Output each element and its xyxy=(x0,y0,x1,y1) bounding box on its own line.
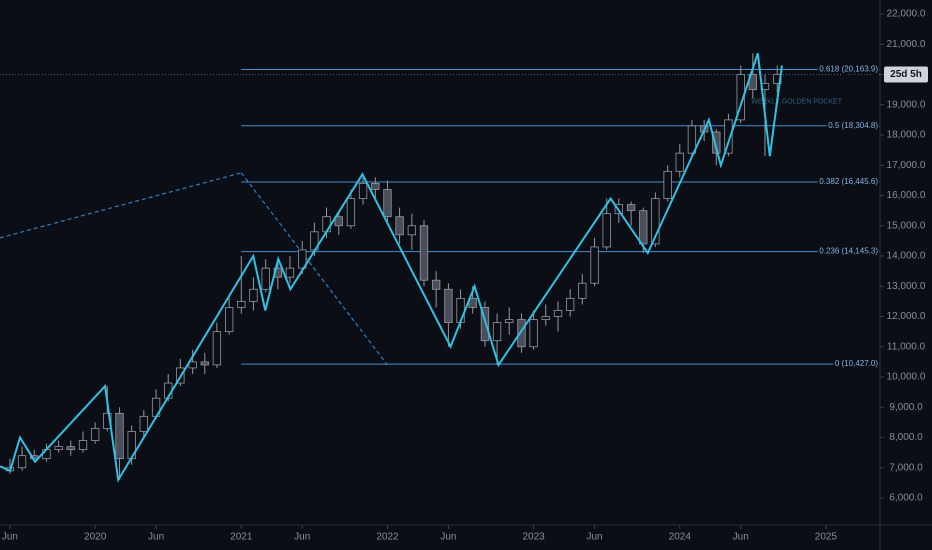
candle-body xyxy=(90,428,100,441)
price-tag xyxy=(884,66,928,83)
y-tick-label: 7,000.0 xyxy=(889,462,923,473)
x-tick-label: 2022 xyxy=(376,532,399,543)
candle-body xyxy=(346,198,356,227)
candle-body xyxy=(395,216,404,236)
y-tick-label: 22,000.0 xyxy=(887,9,926,20)
candle-body xyxy=(212,331,222,366)
candle-body xyxy=(517,319,526,348)
candle-body xyxy=(602,213,611,248)
fib-label: 0.618 (20,163.9) xyxy=(819,65,878,74)
y-tick-label: 10,000.0 xyxy=(887,372,926,383)
y-tick-label: 21,000.0 xyxy=(887,39,926,50)
candle-body xyxy=(322,216,331,233)
candle-body xyxy=(663,170,672,199)
candle-body xyxy=(590,246,599,284)
fib-label: 0.382 (16,445.6) xyxy=(819,177,878,186)
candle-body xyxy=(407,225,417,236)
zigzag-line xyxy=(0,53,783,483)
candle-body xyxy=(383,189,392,218)
candle-body xyxy=(553,310,563,317)
y-tick-label: 11,000.0 xyxy=(887,341,926,352)
candle-body xyxy=(675,152,684,172)
countdown: 25d 5h xyxy=(890,69,922,80)
y-tick-label: 8,000.0 xyxy=(889,432,923,443)
x-tick-label: 2020 xyxy=(84,532,107,543)
candle-body xyxy=(736,74,745,121)
candle-body xyxy=(115,412,124,460)
candle-body xyxy=(492,322,502,342)
candle-body xyxy=(578,282,587,299)
candle-body xyxy=(285,267,295,278)
candle-body xyxy=(480,307,490,342)
x-tick-label: 2021 xyxy=(230,532,253,543)
candle-body xyxy=(78,440,88,451)
candle-body xyxy=(225,307,234,333)
candle-body xyxy=(261,267,270,290)
candle-body xyxy=(712,131,721,154)
pocket-label: WEEKLY GOLDEN POCKET xyxy=(751,99,842,106)
y-tick-label: 15,000.0 xyxy=(887,220,926,231)
candle-body xyxy=(431,279,441,290)
candle-body xyxy=(687,125,697,154)
candle-body xyxy=(724,119,733,154)
candle-body xyxy=(565,297,575,311)
x-tick-label: Jun xyxy=(2,532,18,543)
x-tick-label: 2023 xyxy=(522,532,545,543)
candle-body xyxy=(188,361,197,369)
candle-body xyxy=(529,319,538,348)
y-tick-label: 18,000.0 xyxy=(887,130,926,141)
candle-body xyxy=(371,183,380,190)
candle-body xyxy=(358,183,368,199)
x-tick-label: Jun xyxy=(733,532,749,543)
candle-body xyxy=(298,249,307,269)
candle-body xyxy=(237,300,246,308)
candle-body xyxy=(456,297,465,323)
candle-body xyxy=(541,316,550,320)
fib-label: 0.5 (18,304.8) xyxy=(828,121,878,130)
candle-body xyxy=(200,361,209,366)
candle-body xyxy=(626,204,636,212)
candle-body xyxy=(505,319,514,323)
trendline xyxy=(240,172,388,366)
candle-body xyxy=(249,288,258,302)
fib-label: 0 (10,427.0) xyxy=(835,359,878,368)
y-tick-label: 13,000.0 xyxy=(887,281,926,292)
candle-body xyxy=(651,198,660,245)
candle-body xyxy=(334,216,343,227)
x-tick-label: 2025 xyxy=(815,532,838,543)
y-tick-label: 17,000.0 xyxy=(887,160,926,171)
candle-body xyxy=(139,415,148,432)
y-tick-label: 9,000.0 xyxy=(889,402,923,413)
candle-body xyxy=(17,455,27,469)
candle-body xyxy=(419,225,429,281)
candle-body xyxy=(66,446,75,451)
candle-body xyxy=(103,412,112,429)
candle-body xyxy=(444,288,453,323)
x-tick-label: Jun xyxy=(148,532,164,543)
y-tick-label: 14,000.0 xyxy=(887,251,926,262)
candle-body xyxy=(639,210,648,245)
fib-label: 0.236 (14,145.3) xyxy=(819,247,878,256)
x-tick-label: Jun xyxy=(294,532,310,543)
y-tick-label: 12,000.0 xyxy=(887,311,926,322)
y-tick-label: 19,000.0 xyxy=(887,99,926,110)
x-tick-label: Jun xyxy=(586,532,602,543)
x-tick-label: 2024 xyxy=(669,532,692,543)
candle-body xyxy=(54,446,63,451)
y-tick-label: 6,000.0 xyxy=(889,493,923,504)
y-tick-label: 16,000.0 xyxy=(887,190,926,201)
x-tick-label: Jun xyxy=(440,532,456,543)
